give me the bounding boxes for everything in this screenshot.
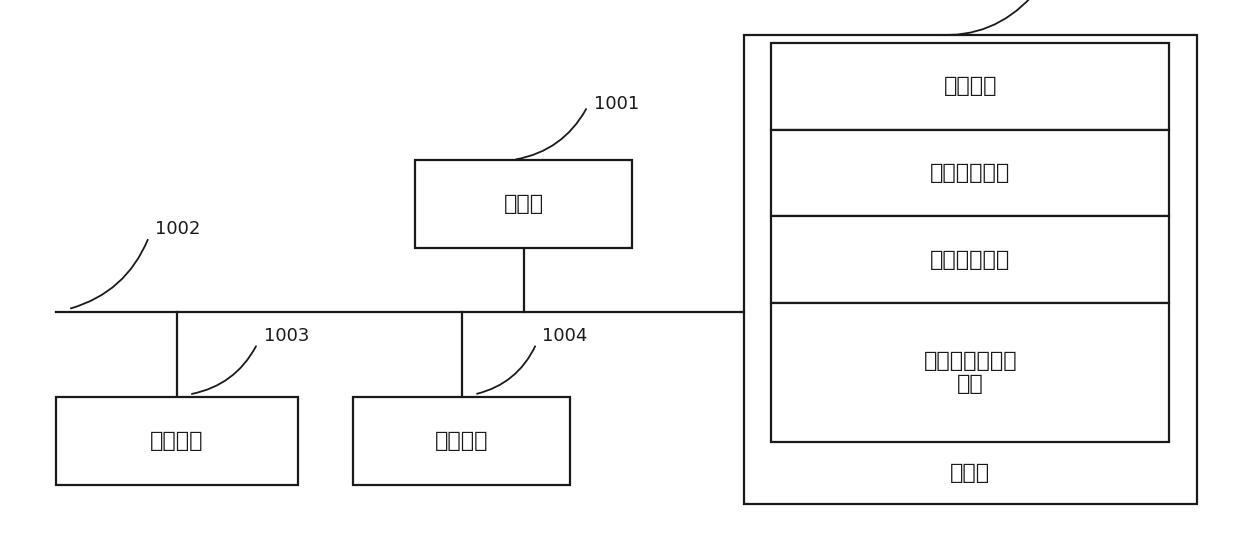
Text: 1003: 1003 bbox=[263, 327, 309, 345]
Text: 操作系统: 操作系统 bbox=[944, 76, 997, 96]
Bar bbox=[771, 303, 1169, 442]
Text: 1002: 1002 bbox=[155, 220, 201, 238]
Text: 1001: 1001 bbox=[594, 95, 639, 113]
Text: 1005: 1005 bbox=[1039, 0, 1085, 1]
Text: 用户接口模块: 用户接口模块 bbox=[930, 250, 1011, 270]
Bar bbox=[771, 43, 1169, 130]
Text: 用户接口: 用户接口 bbox=[150, 431, 203, 451]
Text: 存储器: 存储器 bbox=[950, 463, 991, 483]
Bar bbox=[771, 216, 1169, 303]
Text: 1004: 1004 bbox=[542, 327, 588, 345]
Bar bbox=[744, 35, 1197, 504]
Bar bbox=[415, 160, 632, 248]
Text: 处理器: 处理器 bbox=[503, 194, 544, 214]
Text: 网络接口: 网络接口 bbox=[435, 431, 489, 451]
Bar bbox=[56, 397, 298, 485]
Text: 网络通信模块: 网络通信模块 bbox=[930, 163, 1011, 183]
Bar bbox=[771, 130, 1169, 216]
Text: 红外传感器调整
程序: 红外传感器调整 程序 bbox=[924, 351, 1017, 394]
Bar bbox=[353, 397, 570, 485]
